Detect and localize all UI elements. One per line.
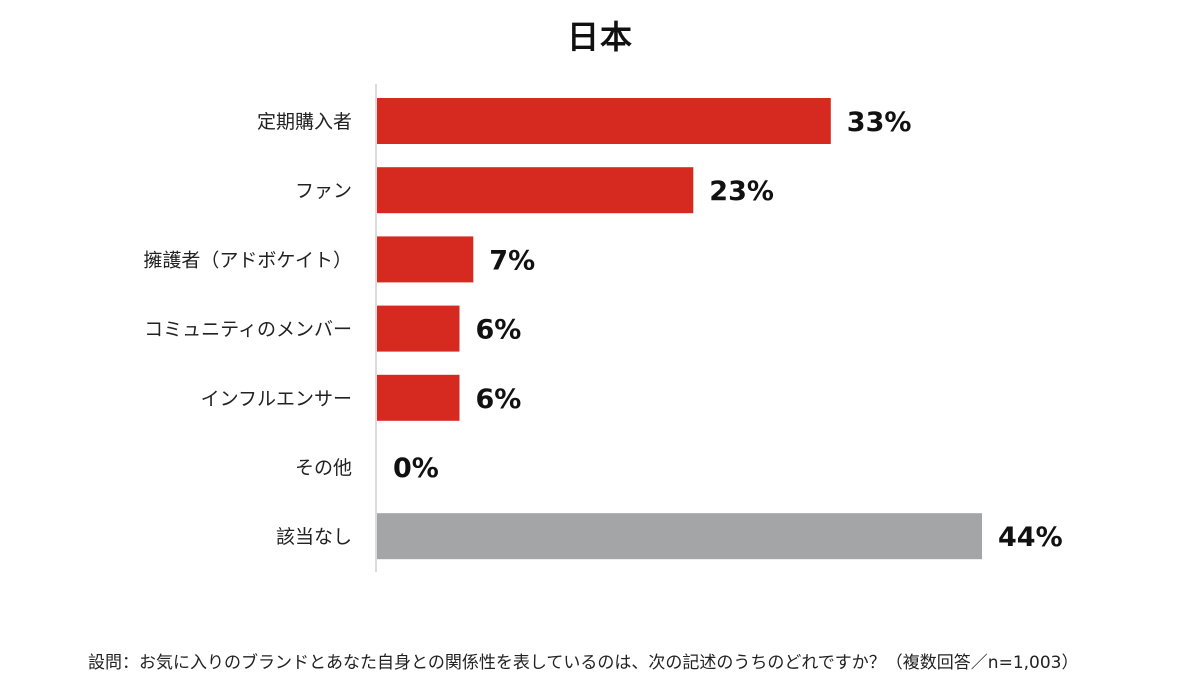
value-label: 6% [476,384,522,415]
category-label: 擁護者（アドボケイト） [143,249,352,271]
category-label: その他 [295,457,352,479]
category-label: コミュニティのメンバー [144,319,352,341]
value-label: 0% [393,453,439,484]
category-label: 該当なし [276,526,352,548]
footnote: 設問：お気に入りのブランドとあなた自身との関係性を表しているのは、次の記述のうち… [88,653,1079,673]
bar-2 [377,167,694,214]
value-label: 6% [476,315,522,346]
value-label: 33% [847,107,912,138]
bar-7 [377,513,982,560]
category-label: 定期購入者 [257,111,352,133]
category-label: インフルエンサー [201,388,352,410]
bars-group [377,98,982,560]
bar-1 [377,98,831,144]
bar-4 [377,305,460,352]
value-labels-group: 33% 23% 7% 6% 6% 0% 44% [393,107,1063,553]
value-label: 44% [998,522,1063,553]
bar-5 [377,374,460,421]
value-label: 7% [489,245,535,276]
category-label: ファン [295,180,352,202]
bar-3 [377,236,474,283]
value-label: 23% [709,176,774,207]
chart-title: 日本 [566,18,633,56]
